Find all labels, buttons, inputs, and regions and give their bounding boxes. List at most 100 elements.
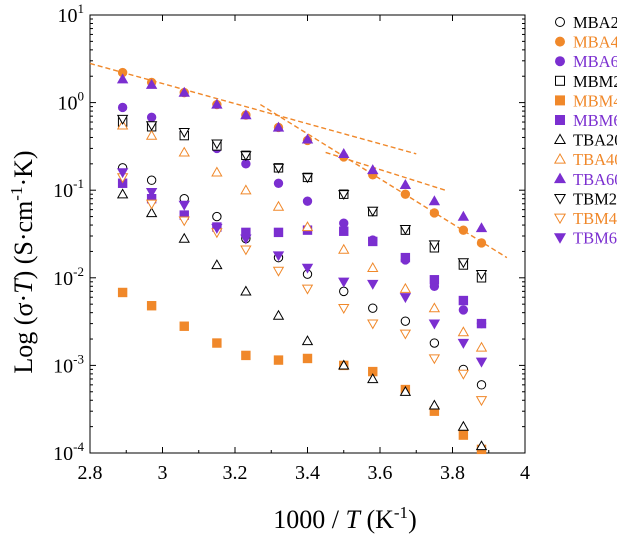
point-tba20 <box>475 440 488 451</box>
legend-marker-mbm40 <box>555 95 565 106</box>
point-tbm20 <box>145 121 158 132</box>
fit-lines <box>89 62 508 259</box>
point-tba40 <box>178 146 190 157</box>
legend-label-tba60: TBA60 <box>573 170 617 189</box>
legend-marker-tbm20 <box>553 194 567 205</box>
legend-label-tbm20: TBM20 <box>573 189 617 208</box>
point-mba40 <box>429 208 440 218</box>
point-tbm60 <box>428 319 441 330</box>
point-tba20 <box>240 285 252 296</box>
point-tbm60 <box>211 223 223 234</box>
point-tba20 <box>367 373 379 384</box>
point-mbm40 <box>212 338 222 348</box>
point-tba60 <box>240 109 252 120</box>
legend-label-mba60: MBA60 <box>573 52 617 71</box>
point-tbm20 <box>301 173 314 184</box>
point-mbm60 <box>429 275 440 285</box>
point-tbm20 <box>428 240 441 251</box>
point-tba40 <box>145 129 158 140</box>
legend-label-mba20: MBA20 <box>573 13 617 32</box>
point-tbm60 <box>272 251 285 262</box>
point-tbm60 <box>475 357 488 368</box>
point-mba20 <box>146 175 157 185</box>
point-tba60 <box>457 210 470 221</box>
point-tbm60 <box>457 338 470 349</box>
point-tbm40 <box>338 304 350 315</box>
point-mbm60 <box>339 226 349 236</box>
legend-marker-tbm40 <box>553 213 567 225</box>
point-tbm20 <box>475 270 488 281</box>
point-mba40 <box>400 189 411 199</box>
legend-marker-tbm60 <box>553 233 567 244</box>
point-mba20 <box>476 380 487 390</box>
x-tick-label: 3.4 <box>295 462 320 484</box>
point-tbm20 <box>367 206 379 217</box>
point-tba20 <box>272 309 285 320</box>
point-tba40 <box>211 166 223 177</box>
x-tick-label: 3 <box>158 462 168 484</box>
point-tba40 <box>457 326 470 337</box>
point-tbm60 <box>240 234 252 245</box>
point-mba20 <box>212 211 222 222</box>
fit-high-temperature <box>89 62 417 155</box>
y-tick-label: 10-1 <box>53 176 84 202</box>
x-tick-label: 2.8 <box>78 462 103 484</box>
point-tba40 <box>475 341 488 352</box>
point-tbm20 <box>211 139 223 150</box>
point-tba20 <box>457 420 470 431</box>
x-tick-label: 3.8 <box>440 462 465 484</box>
point-tbm40 <box>475 396 488 407</box>
legend-marker-tba40 <box>553 153 567 164</box>
point-tba20 <box>301 335 314 346</box>
point-tba20 <box>399 385 412 396</box>
point-tba60 <box>399 179 412 190</box>
legend-label-mba40: MBA40 <box>573 33 617 52</box>
point-tbm20 <box>272 163 285 174</box>
point-mbm40 <box>117 287 128 298</box>
point-tbm40 <box>457 369 470 380</box>
point-tbm20 <box>338 190 350 201</box>
x-tick-label: 3.6 <box>368 462 393 484</box>
point-mba60 <box>117 102 128 113</box>
x-tick-label: 3.2 <box>223 462 248 484</box>
series-tbm60 <box>116 168 488 368</box>
point-tba20 <box>145 207 158 218</box>
legend-label-mbm20: MBM20 <box>573 72 617 91</box>
y-tick-label: 10-2 <box>53 264 84 290</box>
legend-label-mbm40: MBM40 <box>573 91 617 110</box>
point-mbm60 <box>368 236 378 247</box>
point-tba60 <box>338 148 350 158</box>
point-tba20 <box>116 188 129 199</box>
point-tbm60 <box>399 293 412 304</box>
legend-marker-tba20 <box>553 133 567 144</box>
point-tba40 <box>428 302 441 313</box>
legend-marker-mba60 <box>555 56 565 67</box>
point-tbm60 <box>301 263 314 274</box>
point-mbm60 <box>458 295 469 306</box>
point-tba60 <box>301 133 314 144</box>
legend: MBA20MBA40MBA60MBM20MBM40MBM60TBA20TBA40… <box>553 13 617 248</box>
point-mbm40 <box>458 430 469 440</box>
point-tba60 <box>475 222 488 233</box>
y-tick-label: 10-3 <box>53 351 84 377</box>
legend-marker-tba60 <box>553 172 567 184</box>
point-tbm40 <box>428 354 441 365</box>
axis-ticks: 2.8 3 3.2 3.4 3.6 3.8 4 101 100 10-1 10-2 10-3 10-4 <box>53 1 530 484</box>
legend-marker-mbm60 <box>555 115 565 125</box>
legend-label-tba40: TBA40 <box>573 150 617 169</box>
point-tbm40 <box>272 266 285 277</box>
series-tba20 <box>116 188 488 451</box>
point-mba20 <box>429 338 440 348</box>
x-tick-label: 4 <box>520 462 530 484</box>
point-mba60 <box>146 112 157 122</box>
point-tbm60 <box>116 168 129 179</box>
y-tick-label: 101 <box>58 1 85 27</box>
series-mbm40 <box>117 287 487 455</box>
point-mba60 <box>302 196 313 206</box>
point-mbm40 <box>179 321 189 331</box>
point-tbm60 <box>338 277 350 288</box>
point-tbm20 <box>457 258 470 269</box>
point-tba40 <box>240 184 252 195</box>
point-mba40 <box>476 238 487 248</box>
